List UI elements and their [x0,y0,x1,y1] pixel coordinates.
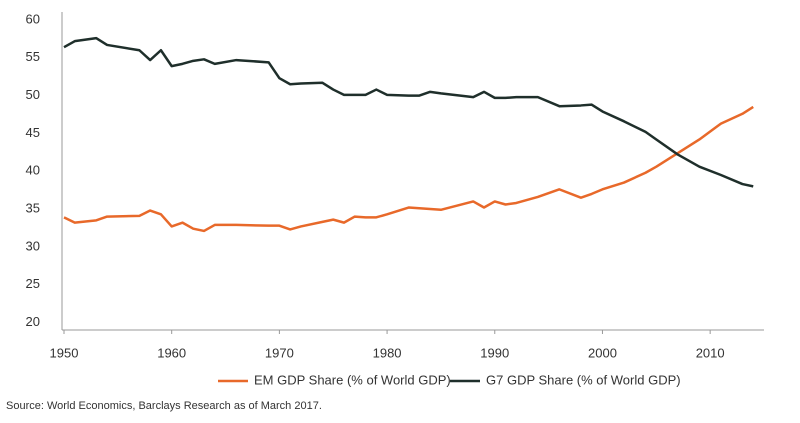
y-tick-label: 45 [26,125,40,140]
source-note: Source: World Economics, Barclays Resear… [6,400,322,412]
legend-label: EM GDP Share (% of World GDP) [254,372,451,387]
x-tick-label: 1970 [265,345,294,360]
legend-label: G7 GDP Share (% of World GDP) [486,372,681,387]
y-tick-label: 60 [26,11,40,26]
x-tick-label: 1980 [373,345,402,360]
x-tick-label: 2010 [696,345,725,360]
series-line [63,105,754,233]
y-tick-label: 50 [26,87,40,102]
x-tick-label: 1950 [50,345,79,360]
y-tick-label: 35 [26,200,40,215]
y-tick-label: 20 [26,314,40,329]
x-tick-label: 1990 [480,345,509,360]
x-tick-label: 2000 [588,345,617,360]
y-tick-label: 25 [26,276,40,291]
series-line [63,36,754,188]
y-tick-label: 55 [26,49,40,64]
y-tick-label: 30 [26,238,40,253]
y-tick-label: 40 [26,163,40,178]
x-tick-label: 1960 [157,345,186,360]
